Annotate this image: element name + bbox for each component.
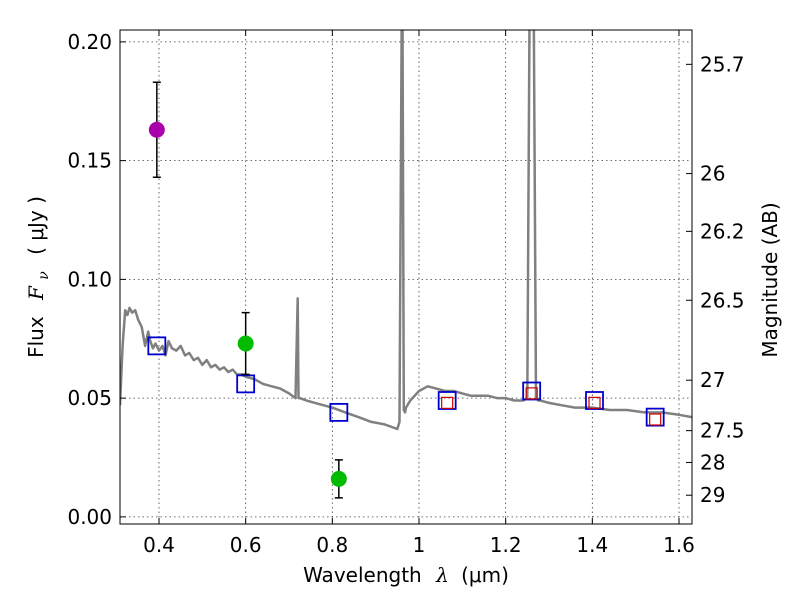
y-tick-label: 0.10 — [67, 267, 112, 291]
x-axis-label: Wavelength λ (μm) — [303, 563, 509, 587]
model-photometry-box — [329, 402, 349, 422]
y2-tick-label: 27 — [700, 368, 725, 392]
y-axis-label-unit: ( μJy ) — [24, 196, 48, 255]
y-tick-label: 0.15 — [67, 149, 112, 173]
model-photometry-box — [585, 391, 604, 410]
y2-tick-label: 28 — [700, 450, 725, 474]
grid-lines — [120, 30, 692, 524]
x-axis-ticks: 0.4 0.6 0.8 1 1.2 1.4 1.6 — [143, 30, 695, 557]
detection-point — [330, 470, 347, 487]
y-tick-label: 0.05 — [67, 386, 112, 410]
y2-tick-label: 26.2 — [700, 219, 745, 243]
model-photometry-box — [236, 374, 256, 394]
upper-limit-box — [525, 387, 538, 400]
model-photometry-box — [522, 381, 542, 401]
y2-tick-label: 26 — [700, 162, 725, 186]
model-photometry-box — [437, 391, 457, 410]
plot-frame — [119, 29, 693, 525]
x-tick-label: 0.6 — [230, 533, 262, 557]
x-axis-label-text: Wavelength — [303, 563, 422, 587]
upper-limit-box — [649, 413, 662, 426]
y2-tick-label: 25.7 — [700, 52, 745, 76]
y-tick-label: 0.20 — [67, 30, 112, 54]
x-tick-label: 0.4 — [143, 533, 175, 557]
y-tick-label: 0.00 — [67, 505, 112, 529]
x-axis-label-unit: (μm) — [461, 563, 509, 587]
y2-tick-label: 26.5 — [700, 288, 745, 312]
x-axis-label-math: λ — [435, 563, 449, 587]
x-tick-label: 1.6 — [663, 533, 695, 557]
x-tick-label: 1.4 — [576, 533, 608, 557]
model-photometry-box — [645, 407, 665, 427]
model-spectrum-line — [120, 30, 692, 431]
detection-point — [148, 121, 165, 138]
y2-axis-label: Magnitude (AB) — [758, 202, 782, 357]
y-axis-label: Flux F ν ( μJy ) — [24, 196, 53, 358]
upper-limit-box — [588, 396, 601, 409]
y2-tick-label: 27.5 — [700, 419, 745, 443]
y2-tick-label: 29 — [700, 483, 725, 507]
y2-axis-ticks: 25.7 26 26.2 26.5 27 27.5 28 29 — [686, 52, 745, 507]
y-axis-label-math: F — [24, 285, 48, 301]
y-axis-label-math-sub: ν — [36, 271, 52, 280]
y-axis-ticks: 0.00 0.05 0.10 0.15 0.20 — [67, 30, 126, 529]
detection-point — [237, 335, 254, 352]
y-axis-label-text: Flux — [24, 316, 48, 358]
x-tick-label: 0.8 — [316, 533, 348, 557]
model-photometry-box — [147, 336, 167, 356]
x-tick-label: 1.2 — [490, 533, 522, 557]
plot-area — [120, 30, 692, 499]
upper-limit-box — [441, 396, 454, 409]
x-tick-label: 1 — [413, 533, 426, 557]
